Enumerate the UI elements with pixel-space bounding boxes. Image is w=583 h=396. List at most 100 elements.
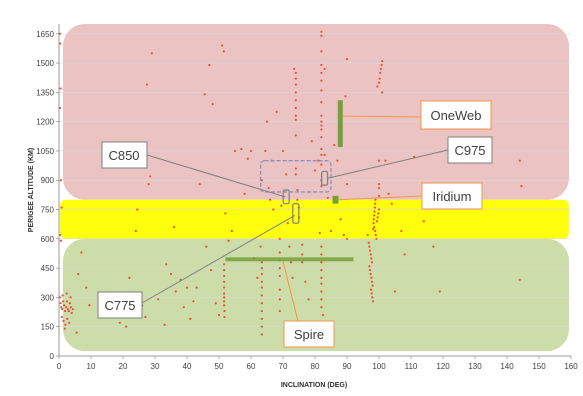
data-point-31 [63, 327, 66, 330]
data-point-36 [88, 304, 91, 307]
data-point-220 [374, 233, 377, 237]
callout-oneweb-label: OneWeb [430, 108, 481, 123]
data-point-235 [381, 60, 384, 63]
data-point-176 [320, 282, 323, 285]
data-point-221 [375, 237, 378, 240]
data-point-85 [230, 229, 233, 233]
data-point-61 [195, 286, 198, 289]
data-point-208 [371, 296, 374, 299]
data-point-203 [370, 276, 373, 279]
data-point-167 [320, 153, 323, 156]
data-point-107 [265, 120, 269, 123]
data-point-11 [61, 308, 64, 311]
x-tick-label-160: 160 [564, 362, 578, 371]
callout-leaders [141, 115, 449, 322]
data-point-135 [294, 114, 297, 117]
data-point-40 [125, 325, 128, 328]
data-point-1 [59, 42, 62, 45]
data-point-117 [278, 274, 281, 278]
data-point-75 [223, 292, 226, 295]
data-point-231 [378, 77, 381, 80]
data-point-57 [182, 306, 185, 309]
data-point-109 [269, 198, 272, 201]
data-point-175 [320, 276, 323, 279]
data-point-62 [198, 183, 201, 186]
data-point-170 [320, 184, 323, 188]
data-point-112 [275, 110, 278, 113]
data-point-223 [376, 216, 379, 219]
data-point-73 [223, 280, 226, 283]
axes: 0 10 20 30 40 50 60 70 80 90 100 110 120 130 140 150 160… [36, 24, 578, 371]
data-point-2 [59, 87, 62, 90]
data-point-189 [345, 183, 349, 186]
data-point-16 [65, 300, 69, 303]
data-point-245 [422, 220, 425, 223]
data-point-59 [189, 317, 192, 320]
data-point-141 [296, 198, 299, 201]
data-point-139 [294, 173, 297, 176]
data-point-35 [77, 272, 80, 276]
data-point-92 [256, 276, 259, 279]
callout-iridium: Iridium [421, 182, 483, 210]
data-point-229 [377, 159, 381, 162]
data-point-0 [58, 32, 62, 35]
data-point-25 [64, 323, 67, 326]
data-point-150 [313, 169, 317, 172]
data-point-124 [286, 222, 289, 225]
data-point-132 [294, 91, 297, 94]
data-point-48 [149, 175, 152, 178]
cluster-outline [259, 160, 332, 193]
leader-spire [282, 261, 299, 322]
data-point-156 [320, 63, 323, 67]
y-tick-label-1200: 1200 [36, 118, 54, 127]
data-point-193 [366, 233, 369, 237]
data-point-228 [377, 183, 381, 186]
data-point-82 [223, 315, 226, 319]
data-point-88 [243, 192, 246, 196]
x-tick-label-80: 80 [311, 362, 320, 371]
c850-marker [282, 189, 290, 205]
data-point-162 [320, 120, 323, 123]
iridium-bar [332, 195, 339, 204]
data-point-130 [294, 77, 297, 80]
data-point-51 [163, 323, 166, 326]
leader-c775 [141, 214, 296, 304]
data-point-27 [68, 321, 71, 324]
y-axis-title: PERIGEE ALTITUDE (KM) [28, 148, 35, 232]
data-point-55 [174, 290, 177, 293]
data-point-188 [342, 233, 345, 237]
data-point-196 [368, 249, 372, 252]
data-point-80 [223, 263, 226, 266]
data-point-206 [369, 288, 373, 291]
data-point-145 [301, 253, 304, 256]
data-point-194 [367, 241, 370, 244]
data-point-222 [375, 220, 379, 223]
data-point-137 [294, 134, 297, 137]
data-point-97 [260, 280, 263, 283]
data-point-63 [203, 93, 206, 96]
data-point-29 [65, 292, 68, 295]
data-point-102 [260, 317, 263, 320]
data-point-211 [372, 218, 375, 221]
callout-spire-label: Spire [294, 327, 324, 342]
data-point-184 [329, 229, 333, 233]
x-tick-label-140: 140 [500, 362, 514, 371]
data-point-21 [70, 311, 73, 315]
data-point-180 [321, 313, 325, 317]
data-point-114 [278, 251, 281, 254]
x-tick-label-50: 50 [215, 362, 224, 371]
data-point-218 [373, 226, 376, 229]
leader-iridium [338, 195, 423, 201]
data-point-225 [377, 208, 381, 211]
data-point-123 [285, 173, 288, 176]
data-point-131 [294, 83, 297, 86]
leader-c975 [327, 149, 449, 179]
data-point-247 [438, 290, 441, 293]
data-point-14 [63, 309, 67, 313]
data-point-43 [136, 208, 139, 211]
data-point-177 [320, 290, 323, 293]
data-point-9 [59, 302, 62, 305]
data-point-195 [368, 245, 371, 248]
data-point-172 [320, 253, 323, 256]
data-point-236 [376, 85, 379, 88]
